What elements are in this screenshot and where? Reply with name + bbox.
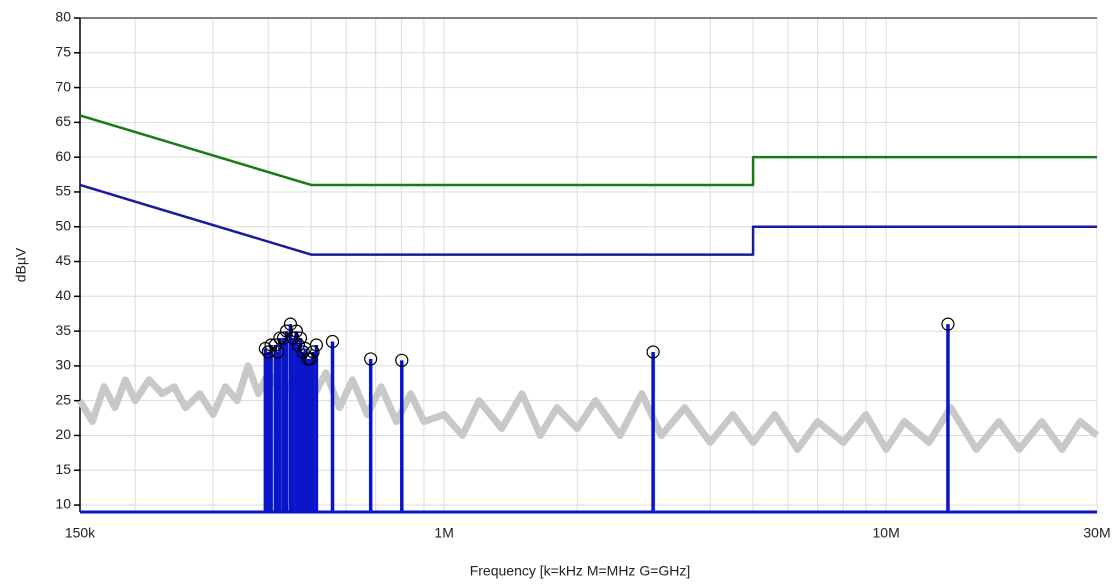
peak-marker <box>395 353 409 367</box>
peak-marker <box>364 352 378 366</box>
peak-marker <box>303 352 317 366</box>
peak-marker <box>646 345 660 359</box>
x-tick-label: 150k <box>65 525 96 541</box>
x-tick-label: 1M <box>434 525 453 541</box>
x-tick-label: 10M <box>873 525 900 541</box>
y-tick-label: 15 <box>55 461 71 477</box>
peak-marker <box>273 331 287 345</box>
peak-marker <box>309 338 324 352</box>
peak-marker <box>276 331 291 345</box>
peak-marker <box>306 345 320 359</box>
peak-marker <box>325 334 340 349</box>
y-tick-label: 20 <box>55 426 71 442</box>
y-tick-label: 75 <box>55 43 71 59</box>
y-tick-label: 35 <box>55 322 71 338</box>
peak-marker <box>271 345 285 359</box>
y-tick-label: 50 <box>55 217 71 233</box>
y-tick-label: 65 <box>55 113 71 129</box>
limit-line <box>79 114 1097 187</box>
peak-marker <box>261 345 275 359</box>
y-tick-label: 30 <box>55 357 71 373</box>
peak-marker <box>289 324 303 338</box>
noise-trace <box>76 362 1100 453</box>
peak-marker <box>296 345 310 359</box>
y-tick-label: 70 <box>55 78 71 94</box>
x-tick-label: 30M <box>1083 525 1110 541</box>
y-tick-label: 55 <box>55 183 71 199</box>
peak-marker <box>941 317 955 331</box>
y-tick-label: 25 <box>55 391 71 407</box>
peak-marker <box>268 338 282 352</box>
limit-line <box>79 183 1097 256</box>
y-tick-label: 60 <box>55 148 71 164</box>
y-tick-label: 45 <box>55 252 71 268</box>
x-axis-label: Frequency [k=kHz M=MHz G=GHz] <box>470 563 691 579</box>
y-tick-label: 40 <box>55 287 71 303</box>
y-axis-label: dBµV <box>13 247 29 282</box>
y-tick-label: 80 <box>55 9 71 25</box>
y-tick-label: 10 <box>55 496 71 512</box>
peak-marker <box>291 338 306 352</box>
